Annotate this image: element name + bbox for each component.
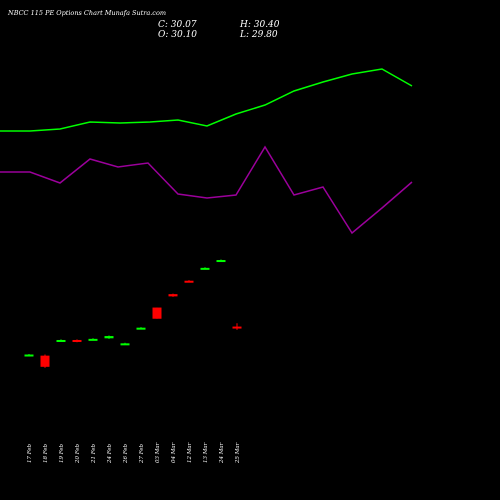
high-price: H: 30.40 [240,20,280,30]
x-axis-tick-label: 26 Feb [123,443,129,464]
candle-body [72,339,82,342]
open-price: O: 30.10 [158,30,198,40]
candle-body [232,326,242,329]
x-axis-tick-label: 04 Mar [171,442,177,463]
candle-body [88,338,98,341]
x-axis-tick-label: 19 Feb [59,443,65,463]
x-axis-tick-label: 21 Feb [91,443,97,464]
candle-body [40,355,50,367]
candle-body [184,280,194,283]
lower-indicator-line [0,145,413,235]
upper-indicator-line [0,68,413,132]
x-axis-tick-label: 25 Mar [235,442,241,464]
low-price: L: 29.80 [240,30,278,40]
x-axis-tick-label: 20 Feb [75,443,81,464]
candle-body [216,260,226,263]
x-axis-tick-label: 17 Feb [27,443,33,463]
candle-body [200,267,210,270]
candle-body [136,327,146,330]
x-axis-tick-label: 27 Feb [139,443,145,464]
x-axis-tick-label: 24 Feb [107,443,113,464]
candle-body [56,339,66,342]
close-price: C: 30.07 [158,20,197,30]
candle-body [168,294,178,297]
x-axis-tick-label: 18 Feb [43,443,49,463]
x-axis-tick-label: 03 Mar [155,442,161,463]
x-axis-tick-label: 13 Mar [203,442,209,463]
candle-body [152,307,162,319]
candle-body [24,354,34,357]
x-axis-tick-label: 24 Mar [219,442,225,464]
candle-body [104,336,114,339]
x-axis-tick-label: 12 Mar [187,442,193,463]
candle-body [120,343,130,346]
chart-title: NBCC 115 PE Options Chart Munafa Sutra.c… [8,9,167,17]
